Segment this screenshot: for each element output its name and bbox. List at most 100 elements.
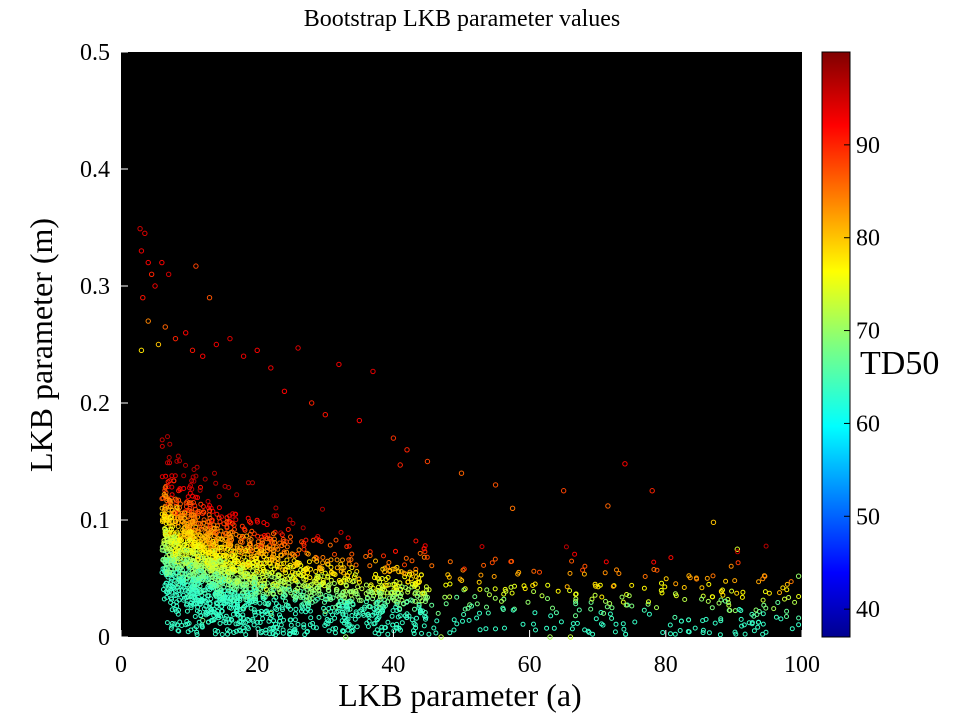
scatter-point [416, 605, 422, 611]
scatter-point [209, 551, 214, 557]
scatter-point [174, 505, 180, 511]
scatter-point [486, 592, 492, 598]
scatter-point [454, 594, 460, 600]
scatter-point [284, 557, 290, 563]
scatter-point [624, 592, 630, 597]
scatter-point [166, 589, 172, 594]
scatter-point [165, 434, 170, 440]
scatter-point [735, 549, 741, 555]
scatter-point [171, 586, 177, 592]
scatter-point [567, 588, 573, 594]
scatter-point [378, 596, 384, 602]
scatter-point [341, 620, 347, 626]
scatter-point [709, 605, 715, 611]
scatter-point [202, 534, 208, 539]
scatter-point [292, 597, 298, 603]
scatter-point [289, 569, 295, 575]
scatter-point [195, 576, 201, 582]
scatter-point [161, 587, 166, 592]
scatter-point [580, 567, 586, 573]
scatter-point [593, 616, 599, 622]
scatter-point [163, 473, 169, 479]
chart-title: Bootstrap LKB parameter values [304, 6, 621, 32]
scatter-point [474, 601, 480, 607]
scatter-point [476, 579, 482, 585]
scatter-point [539, 593, 545, 599]
scatter-point [202, 587, 208, 593]
scatter-point [296, 570, 301, 576]
scatter-point [219, 514, 224, 520]
scatter-point [189, 549, 195, 555]
scatter-point [252, 598, 258, 603]
scatter-point [266, 618, 272, 624]
scatter-point [301, 546, 307, 552]
scatter-point [241, 526, 247, 532]
scatter-point [663, 576, 669, 582]
scatter-point [171, 510, 177, 516]
scatter-point [422, 549, 428, 555]
scatter-point [377, 610, 383, 616]
scatter-point [382, 565, 388, 571]
scatter-point [163, 561, 169, 567]
scatter-point [271, 574, 277, 580]
scatter-point [287, 628, 293, 634]
scatter-point [377, 579, 383, 585]
scatter-point [313, 625, 319, 631]
scatter-point [263, 586, 269, 592]
scatter-point [567, 634, 574, 640]
scatter-point [328, 564, 334, 570]
scatter-point [190, 557, 196, 563]
scatter-point [205, 611, 211, 617]
scatter-point [763, 543, 769, 549]
scatter-point [387, 568, 393, 573]
scatter-point [169, 535, 174, 541]
scatter-point [363, 599, 369, 605]
colorbar-label: TD50 [860, 345, 939, 382]
scatter-point [243, 548, 249, 554]
scatter-point [226, 534, 232, 540]
scatter-point [322, 611, 328, 617]
scatter-point [197, 487, 203, 493]
scatter-point [645, 601, 651, 607]
scatter-point [159, 547, 165, 553]
scatter-point [585, 628, 591, 634]
scatter-point [260, 565, 266, 570]
scatter-point [213, 553, 219, 559]
scatter-point [249, 594, 254, 600]
scatter-point [569, 626, 575, 632]
scatter-point [235, 559, 241, 565]
scatter-point [533, 627, 538, 633]
scatter-point [322, 570, 328, 576]
scatter-point [169, 561, 175, 567]
scatter-point [195, 528, 201, 534]
scatter-point [175, 453, 181, 459]
scatter-point [184, 618, 190, 624]
scatter-point [555, 588, 561, 594]
scatter-point [371, 606, 377, 612]
scatter-point [182, 542, 188, 547]
scatter-point [385, 564, 390, 570]
scatter-point [700, 627, 706, 633]
scatter-point [177, 501, 183, 507]
scatter-point [417, 550, 423, 556]
scatter-point [236, 533, 242, 539]
scatter-point [786, 595, 792, 600]
scatter-point [251, 531, 257, 537]
scatter-point [686, 629, 692, 635]
scatter-point [273, 505, 279, 511]
scatter-point [206, 539, 212, 545]
scatter-point [646, 611, 652, 617]
scatter-point [201, 517, 207, 523]
scatter-point [199, 537, 204, 543]
scatter-point [220, 532, 226, 538]
scatter-point [331, 581, 337, 586]
scatter-point [659, 580, 664, 586]
scatter-point [201, 572, 207, 578]
scatter-point [234, 603, 240, 609]
scatter-point [510, 607, 516, 613]
scatter-point [195, 554, 201, 560]
scatter-point [162, 485, 168, 491]
scatter-point [200, 353, 206, 359]
scatter-point [694, 576, 700, 582]
scatter-point [366, 589, 371, 595]
